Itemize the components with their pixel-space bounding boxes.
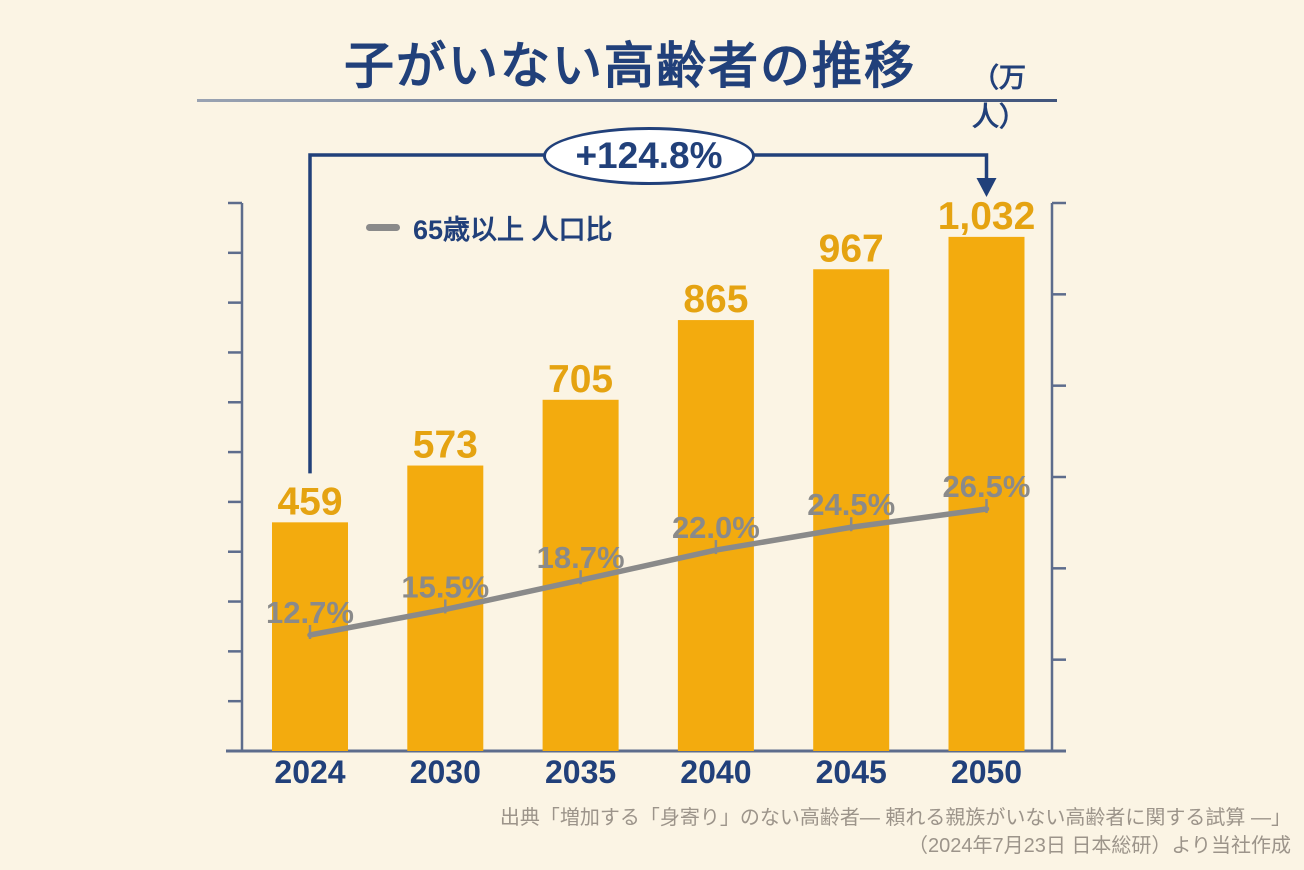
bar-value-label: 865 bbox=[683, 278, 748, 321]
growth-annotation-badge: +124.8% bbox=[543, 127, 755, 185]
axis-unit-label: （万人） bbox=[972, 63, 1026, 132]
source-line-1: 出典「増加する「身寄り」のない高齢者— 頼れる親族がいない高齢者に関する試算 —… bbox=[499, 807, 1291, 829]
bar bbox=[948, 236, 1025, 752]
bar-value-label: 573 bbox=[413, 424, 478, 467]
line-point-label: 22.0% bbox=[672, 510, 760, 545]
growth-annotation-label: +124.8% bbox=[575, 135, 723, 176]
line-legend-label: 65歳以上 人口比 bbox=[413, 214, 613, 245]
bar bbox=[813, 269, 890, 751]
bar-value-label: 459 bbox=[277, 480, 342, 523]
line-point-label: 15.5% bbox=[401, 569, 489, 604]
bar bbox=[677, 320, 754, 751]
bar-value-label: 1,032 bbox=[938, 195, 1036, 238]
title-underline bbox=[197, 99, 1057, 102]
x-axis-label: 2030 bbox=[410, 754, 481, 790]
source-line-2: （2024年7月23日 日本総研）より当社作成 bbox=[907, 835, 1291, 857]
line-point-label: 24.5% bbox=[807, 487, 895, 522]
x-axis-label: 2050 bbox=[951, 754, 1022, 790]
x-axis-label: 2040 bbox=[680, 754, 751, 790]
x-axis-label: 2024 bbox=[274, 754, 345, 790]
x-axis-label: 2045 bbox=[816, 754, 887, 790]
line-point-label: 12.7% bbox=[266, 595, 354, 630]
chart-legend: 65歳以上 人口比 bbox=[366, 212, 613, 245]
x-axis-label: 2035 bbox=[545, 754, 616, 790]
growth-arrow-icon bbox=[976, 178, 997, 197]
page-title: 子がいない高齢者の推移 bbox=[344, 38, 916, 94]
source-note: 出典「増加する「身寄り」のない高齢者— 頼れる親族がいない高齢者に関する試算 —… bbox=[500, 804, 1291, 860]
line-point-label: 26.5% bbox=[943, 469, 1031, 504]
bar-value-label: 967 bbox=[819, 227, 884, 270]
trend-line bbox=[307, 506, 990, 638]
line-legend-swatch-icon bbox=[366, 223, 400, 231]
line-point-label: 18.7% bbox=[537, 540, 625, 575]
bar-value-label: 705 bbox=[548, 358, 613, 401]
